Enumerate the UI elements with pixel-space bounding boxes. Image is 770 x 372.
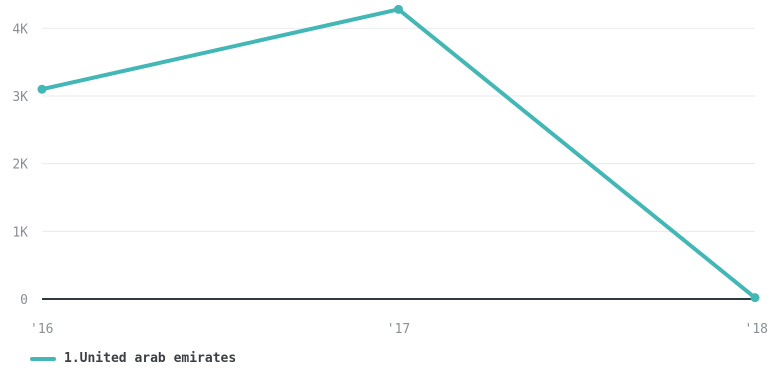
y-tick-label: 4K [12, 22, 28, 37]
y-tick-label: 2K [12, 158, 28, 173]
legend-swatch [30, 356, 56, 361]
data-point[interactable] [37, 84, 47, 94]
series-group [37, 4, 760, 303]
legend-label: 1.United arab emirates [64, 351, 237, 366]
data-point[interactable] [394, 4, 403, 14]
series-line [40, 7, 757, 300]
y-tick-label: 3K [12, 90, 28, 105]
data-point[interactable] [750, 293, 760, 303]
y-tick-label: 1K [12, 225, 28, 240]
gridlines [42, 27, 755, 232]
x-tick-label: '17 [387, 322, 410, 337]
x-tick-label: '18 [745, 322, 768, 337]
y-axis-ticks: 0 1K 2K 3K 4K [12, 22, 28, 308]
y-tick-label: 0 [20, 293, 28, 308]
x-axis-ticks: '16 '17 '18 [30, 322, 768, 337]
legend[interactable]: 1.United arab emirates [30, 351, 236, 366]
x-tick-label: '16 [30, 322, 53, 337]
